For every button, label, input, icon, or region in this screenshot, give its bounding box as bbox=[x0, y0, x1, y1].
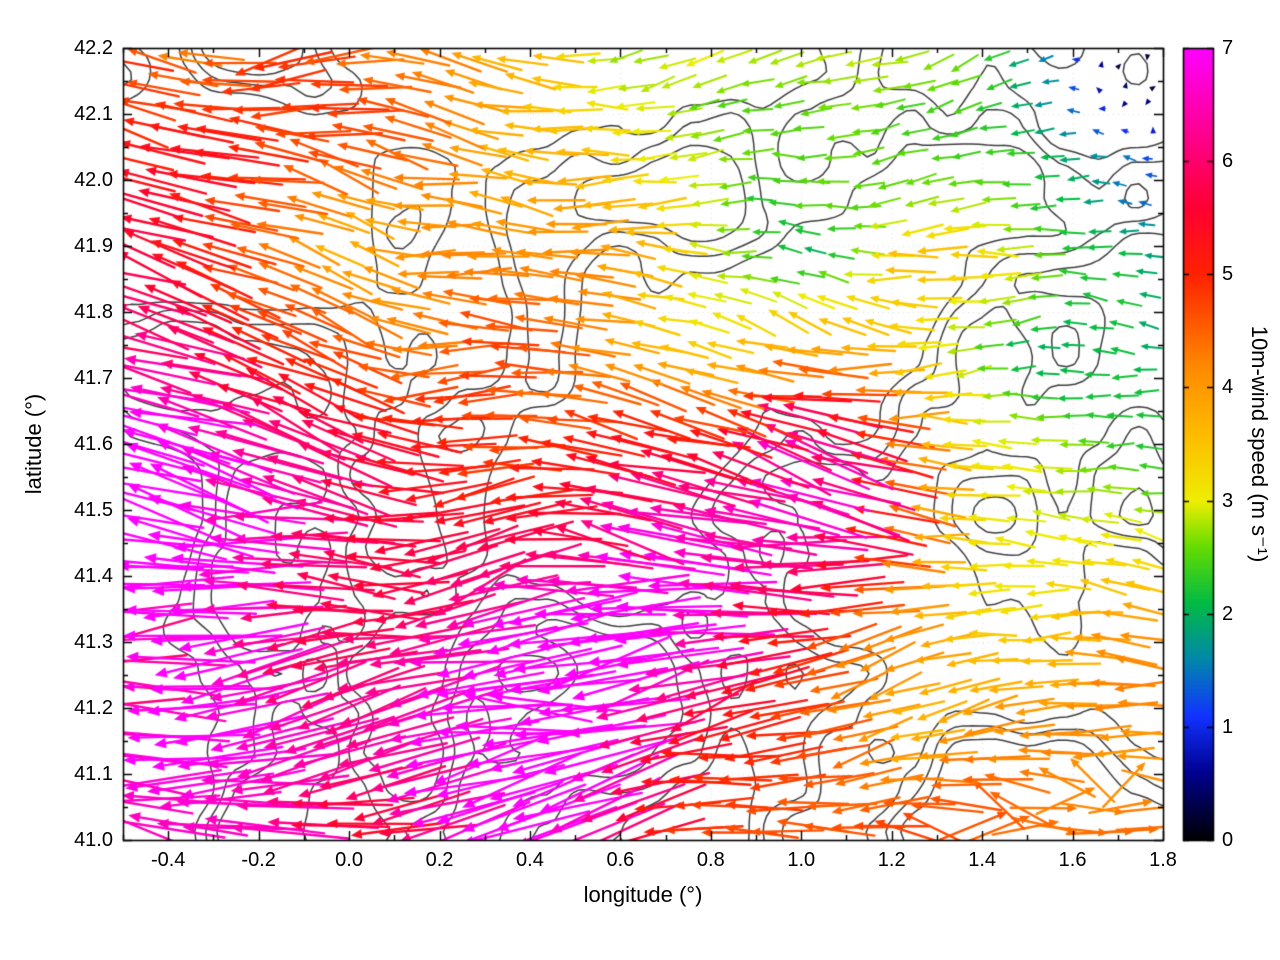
x-tick-label: 1.2 bbox=[877, 849, 906, 871]
x-tick-label: 1.0 bbox=[787, 849, 816, 871]
colorbar-tick-label: 1 bbox=[1222, 715, 1234, 738]
y-tick-label: 41.1 bbox=[74, 763, 113, 785]
y-tick-label: 42.0 bbox=[74, 169, 113, 191]
y-tick-label: 41.7 bbox=[74, 367, 113, 389]
colorbar-tick-label: 2 bbox=[1222, 602, 1234, 625]
y-tick-label: 41.3 bbox=[74, 631, 113, 653]
y-tick-label: 41.0 bbox=[74, 829, 113, 851]
x-tick-label: -0.4 bbox=[150, 849, 186, 871]
y-tick-label: 41.5 bbox=[74, 499, 113, 521]
colorbar-label: 10m-wind speed (m s⁻¹) bbox=[1247, 325, 1272, 563]
y-tick-label: 42.2 bbox=[74, 37, 113, 59]
x-tick-label: -0.2 bbox=[241, 849, 276, 871]
x-tick-label: 1.6 bbox=[1058, 849, 1087, 871]
x-tick-label: 1.4 bbox=[968, 849, 997, 871]
colorbar-tick-label: 7 bbox=[1222, 37, 1234, 59]
x-tick-label: 0.6 bbox=[606, 849, 635, 871]
colorbar-tick-label: 4 bbox=[1222, 376, 1234, 399]
x-tick-label: 0.2 bbox=[425, 849, 454, 871]
y-tick-label: 41.6 bbox=[74, 433, 113, 455]
y-tick-label: 41.8 bbox=[74, 301, 113, 323]
colorbar-tick-label: 6 bbox=[1222, 150, 1234, 173]
x-tick-label: 0.4 bbox=[516, 849, 544, 871]
colorbar-tick-label: 0 bbox=[1222, 829, 1234, 851]
x-tick-label: 1.8 bbox=[1149, 849, 1177, 871]
colorbar-tick-label: 3 bbox=[1222, 489, 1234, 512]
y-tick-label: 41.4 bbox=[74, 565, 113, 587]
x-tick-label: 0.8 bbox=[696, 849, 725, 871]
y-axis-label: latitude (°) bbox=[21, 393, 46, 495]
x-axis-label: longitude (°) bbox=[583, 882, 703, 907]
x-tick-label: 0.0 bbox=[335, 849, 363, 871]
colorbar-tick-label: 5 bbox=[1222, 263, 1234, 286]
y-tick-label: 41.9 bbox=[74, 235, 113, 257]
y-tick-label: 42.1 bbox=[74, 103, 113, 125]
y-tick-label: 41.2 bbox=[74, 697, 113, 719]
